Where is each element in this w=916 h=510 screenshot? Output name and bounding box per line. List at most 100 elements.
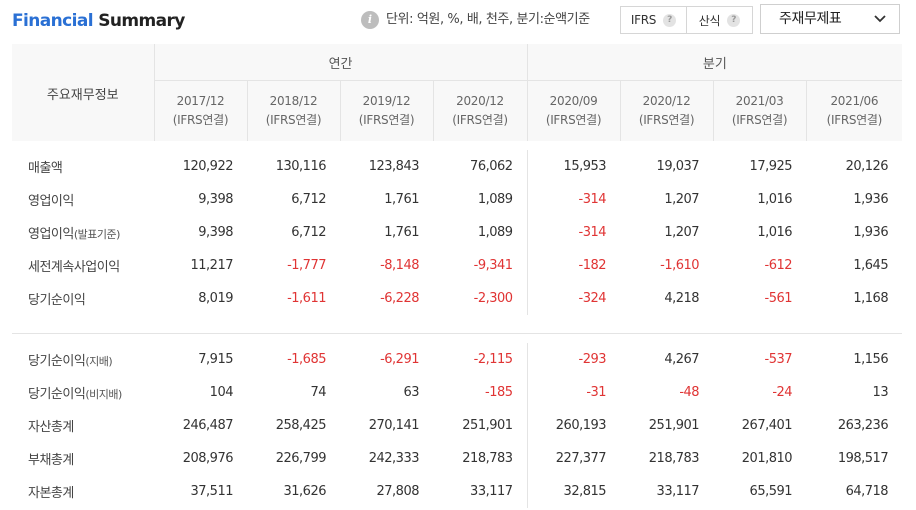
value-cell: 31,626 bbox=[283, 484, 327, 499]
group-annual: 연간 bbox=[153, 44, 528, 81]
value-cell: -1,611 bbox=[287, 291, 326, 306]
period-header: 2019/12 (IFRS연결) bbox=[339, 80, 433, 141]
info-icon[interactable]: i bbox=[361, 11, 379, 29]
period-date: 2018/12 bbox=[269, 94, 318, 108]
table-row: 영업이익 9,398 6,712 1,761 1,089 -314 1,207 1,016 1,… bbox=[12, 183, 902, 216]
row-label: 당기순이익(지배) bbox=[28, 354, 113, 369]
value-cell: 9,398 bbox=[198, 225, 233, 240]
value-cell: -314 bbox=[526, 216, 621, 249]
period-date: 2019/12 bbox=[362, 94, 411, 108]
value-cell: 37,511 bbox=[190, 484, 234, 499]
value-cell: 33,117 bbox=[656, 484, 700, 499]
value-cell: 20,126 bbox=[845, 159, 889, 174]
period-header: 2018/12 (IFRS연결) bbox=[246, 80, 340, 141]
value-cell: 198,517 bbox=[837, 451, 889, 466]
period-basis: (IFRS연결) bbox=[826, 113, 883, 127]
value-cell: -612 bbox=[764, 258, 793, 273]
value-cell: 11,217 bbox=[190, 258, 234, 273]
value-cell: 4,267 bbox=[664, 352, 700, 367]
period-header: 2017/12 (IFRS연결) bbox=[153, 80, 247, 141]
value-cell: 1,207 bbox=[664, 225, 700, 240]
value-cell: 226,799 bbox=[275, 451, 327, 466]
help-icon[interactable]: ? bbox=[663, 13, 677, 27]
value-cell: 27,808 bbox=[376, 484, 420, 499]
value-cell: 246,487 bbox=[182, 418, 234, 433]
value-cell: 1,936 bbox=[853, 192, 889, 207]
value-cell: 7,915 bbox=[198, 352, 233, 367]
statement-select-value: 주재무제표 bbox=[779, 11, 842, 27]
statement-select[interactable]: 주재무제표 bbox=[760, 4, 900, 34]
period-header: 2020/12 (IFRS연결) bbox=[619, 80, 714, 141]
period-header: 2021/06 (IFRS연결) bbox=[805, 80, 903, 141]
table-row: 매출액 120,922 130,116 123,843 76,062 15,953 19,0… bbox=[12, 150, 902, 183]
toggle-ifrs[interactable]: IFRS ? bbox=[621, 7, 686, 33]
value-cell: 9,398 bbox=[198, 192, 233, 207]
table-row: 자본총계 37,511 31,626 27,808 33,117 32,815 33,117… bbox=[12, 475, 902, 508]
table-row: 자산총계 246,487 258,425 270,141 251,901 260,193 2… bbox=[12, 409, 902, 442]
toggle-formula-label: 산식 bbox=[698, 13, 721, 28]
toggle-formula[interactable]: 산식 ? bbox=[686, 7, 752, 33]
value-cell: 267,401 bbox=[741, 418, 793, 433]
period-date: 2020/09 bbox=[549, 94, 598, 108]
value-cell: -1,777 bbox=[287, 258, 326, 273]
value-cell: 227,377 bbox=[526, 442, 621, 475]
value-cell: -6,291 bbox=[380, 352, 419, 367]
value-cell: -1,685 bbox=[287, 352, 326, 367]
period-basis: (IFRS연결) bbox=[172, 113, 229, 127]
group-quarterly: 분기 bbox=[526, 44, 903, 81]
value-cell: 130,116 bbox=[275, 159, 327, 174]
table-row: 영업이익(발표기준) 9,398 6,712 1,761 1,089 -314 1,207 1… bbox=[12, 216, 902, 249]
period-header: 2020/12 (IFRS연결) bbox=[432, 80, 528, 141]
value-cell: -293 bbox=[526, 343, 621, 376]
value-cell: -2,300 bbox=[473, 291, 513, 306]
value-cell: 208,976 bbox=[182, 451, 234, 466]
value-cell: -1,610 bbox=[660, 258, 700, 273]
value-cell: 6,712 bbox=[291, 225, 326, 240]
value-cell: -561 bbox=[764, 291, 793, 306]
value-cell: 1,645 bbox=[853, 258, 889, 273]
value-cell: 251,901 bbox=[462, 418, 513, 433]
period-basis: (IFRS연결) bbox=[452, 113, 508, 127]
table-row: 세전계속사업이익 11,217 -1,777 -8,148 -9,341 -182 -1,6… bbox=[12, 249, 902, 282]
units-note: 단위: 억원, %, 배, 천주, 분기:순액기준 bbox=[386, 12, 590, 27]
row-label: 영업이익(발표기준) bbox=[28, 227, 120, 242]
accounting-basis-toggle: IFRS ? 산식 ? bbox=[620, 6, 753, 34]
period-date: 2020/12 bbox=[456, 94, 504, 108]
period-header: 2021/03 (IFRS연결) bbox=[712, 80, 807, 141]
value-cell: 1,089 bbox=[477, 192, 513, 207]
value-cell: -182 bbox=[526, 249, 621, 282]
value-cell: 201,810 bbox=[741, 451, 793, 466]
value-cell: -6,228 bbox=[380, 291, 419, 306]
period-basis: (IFRS연결) bbox=[638, 113, 695, 127]
financial-summary-table: 주요재무정보 연간 분기 2017/12 (IFRS연결) 2018/12 (IFRS… bbox=[12, 44, 903, 508]
row-label: 부채총계 bbox=[28, 453, 74, 468]
value-cell: -48 bbox=[679, 385, 700, 400]
period-date: 2021/06 bbox=[830, 94, 879, 108]
period-basis: (IFRS연결) bbox=[731, 113, 788, 127]
value-cell: -537 bbox=[764, 352, 793, 367]
value-cell: 65,591 bbox=[749, 484, 793, 499]
value-cell: 1,016 bbox=[757, 192, 793, 207]
value-cell: 1,168 bbox=[853, 291, 889, 306]
value-cell: -9,341 bbox=[473, 258, 513, 273]
value-cell: 33,117 bbox=[470, 484, 513, 499]
value-cell: 17,925 bbox=[749, 159, 793, 174]
value-cell: -324 bbox=[526, 282, 621, 315]
value-cell: 263,236 bbox=[837, 418, 889, 433]
value-cell: -24 bbox=[772, 385, 793, 400]
value-cell: 1,207 bbox=[664, 192, 700, 207]
toggle-ifrs-label: IFRS bbox=[630, 13, 657, 27]
period-date: 2021/03 bbox=[735, 94, 784, 108]
period-date: 2020/12 bbox=[642, 94, 691, 108]
value-cell: -314 bbox=[526, 183, 621, 216]
value-cell: 76,062 bbox=[470, 159, 513, 174]
row-label: 자본총계 bbox=[28, 486, 74, 501]
period-basis: (IFRS연결) bbox=[358, 113, 415, 127]
value-cell: 218,783 bbox=[648, 451, 700, 466]
row-label: 매출액 bbox=[28, 161, 63, 176]
value-cell: 104 bbox=[209, 385, 234, 400]
value-cell: 242,333 bbox=[368, 451, 420, 466]
corner-label: 주요재무정보 bbox=[12, 44, 154, 141]
value-cell: 8,019 bbox=[198, 291, 233, 306]
help-icon[interactable]: ? bbox=[727, 13, 741, 27]
